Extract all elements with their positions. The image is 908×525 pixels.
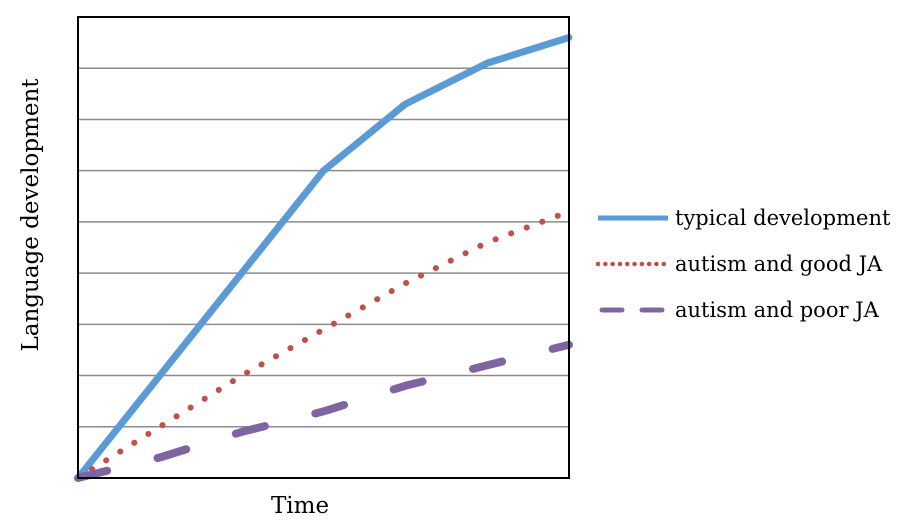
- series-line-3: [74, 340, 573, 482]
- series-line-2: [75, 208, 572, 481]
- legend-label-3: autism and poor JA: [675, 298, 880, 322]
- plot-area-frame: [77, 16, 570, 479]
- legend: typical development autism and good JA aut…: [595, 206, 891, 322]
- series-lines: [74, 34, 573, 482]
- y-axis-title: Language development: [18, 78, 44, 352]
- x-axis-title: Time: [271, 493, 329, 519]
- legend-label-2: autism and good JA: [675, 252, 883, 276]
- series-line-1: [74, 34, 573, 482]
- legend-label-1: typical development: [675, 206, 891, 230]
